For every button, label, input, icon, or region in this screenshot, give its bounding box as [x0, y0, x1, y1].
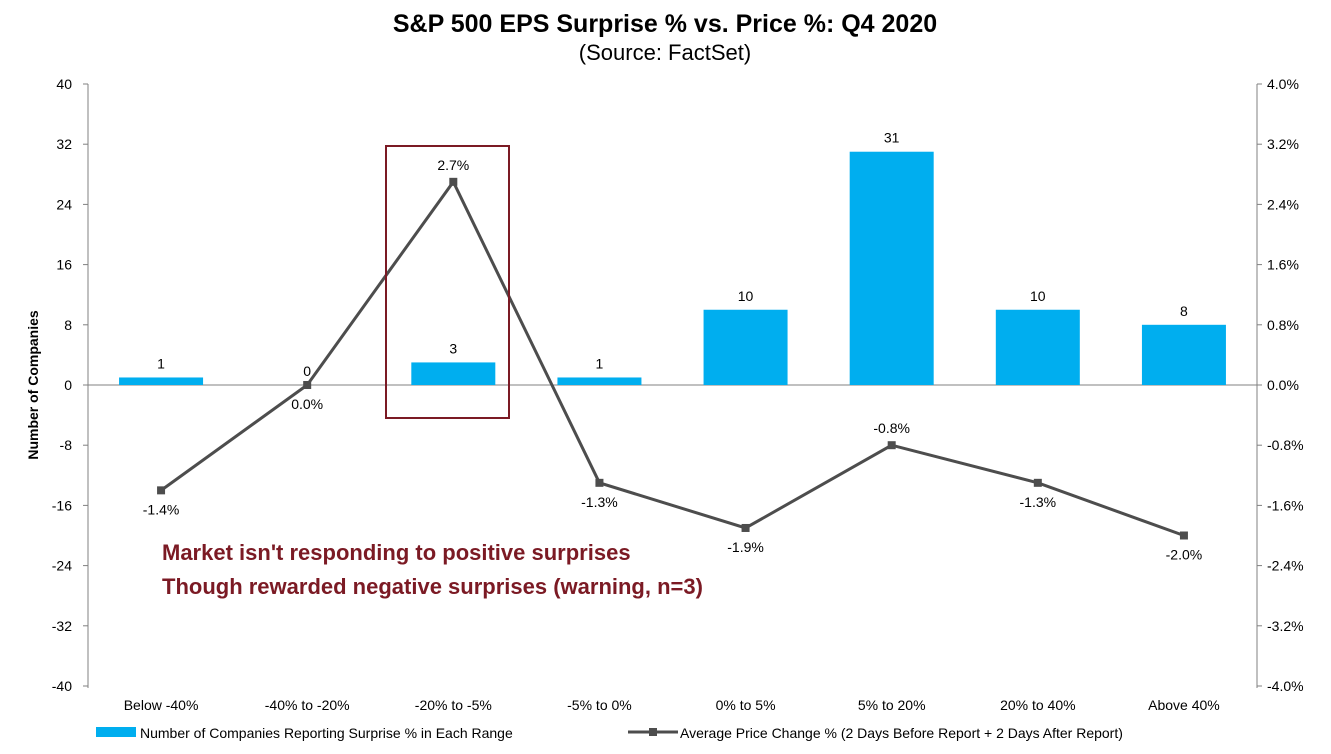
- category-label: 20% to 40%: [1000, 697, 1076, 713]
- category-label: -20% to -5%: [415, 697, 492, 713]
- right-tick-label: -3.2%: [1267, 618, 1304, 634]
- left-tick-label: 32: [56, 136, 72, 152]
- legend-bar-swatch: [96, 727, 136, 737]
- left-tick-label: -40: [52, 678, 72, 694]
- bar: [849, 151, 934, 385]
- bar-data-label: 1: [596, 355, 604, 371]
- legend-line-label: Average Price Change % (2 Days Before Re…: [680, 725, 1123, 741]
- left-tick-label: 0: [64, 377, 72, 393]
- right-tick-label: -0.8%: [1267, 437, 1304, 453]
- left-tick-label: -16: [52, 497, 72, 513]
- bar-data-label: 10: [738, 288, 754, 304]
- bar: [1141, 324, 1226, 385]
- left-tick-label: -8: [60, 437, 73, 453]
- line-data-label: -1.9%: [727, 539, 764, 555]
- left-tick-label: 16: [56, 257, 72, 273]
- category-label: 0% to 5%: [716, 697, 776, 713]
- legend: Number of Companies Reporting Surprise %…: [96, 725, 1123, 741]
- line-data-label: -1.3%: [581, 494, 618, 510]
- left-tick-label: -32: [52, 618, 72, 634]
- right-tick-label: 4.0%: [1267, 76, 1299, 92]
- right-tick-label: -2.4%: [1267, 558, 1304, 574]
- right-tick-label: 2.4%: [1267, 196, 1299, 212]
- left-tick-label: 24: [56, 196, 72, 212]
- price-change-line: [160, 178, 1185, 537]
- right-tick-label: 0.0%: [1267, 377, 1299, 393]
- line-data-label: 2.7%: [437, 157, 469, 173]
- line-marker: [157, 486, 166, 495]
- line-marker: [595, 478, 604, 487]
- category-label: -40% to -20%: [265, 697, 350, 713]
- line-marker: [449, 177, 458, 186]
- left-tick-label: -24: [52, 558, 72, 574]
- bar: [119, 377, 204, 385]
- left-tick-label: 40: [56, 76, 72, 92]
- bar-data-label: 10: [1030, 288, 1046, 304]
- legend-line-marker: [649, 728, 657, 736]
- bar-data-label: 3: [449, 340, 457, 356]
- line-marker: [1179, 531, 1188, 540]
- y-axis-label: Number of Companies: [25, 310, 41, 460]
- right-tick-label: 0.8%: [1267, 317, 1299, 333]
- left-tick-label: 8: [64, 317, 72, 333]
- highlight-box: [385, 145, 510, 419]
- line-marker: [303, 381, 312, 389]
- legend-bar-label: Number of Companies Reporting Surprise %…: [140, 725, 513, 741]
- line-series: -1.4% 0.0% 2.7% -1.3% -1.9% -0.8% -1.3% -2.0%: [143, 157, 1202, 563]
- right-tick-label: 3.2%: [1267, 136, 1299, 152]
- line-marker: [741, 523, 750, 532]
- annotation-line-1: Market isn't responding to positive surp…: [162, 540, 631, 565]
- category-label: 5% to 20%: [858, 697, 926, 713]
- category-label: Below -40%: [124, 697, 199, 713]
- bar-data-label: 1: [157, 355, 165, 371]
- bar: [703, 309, 788, 385]
- chart-subtitle: (Source: FactSet): [579, 40, 751, 65]
- category-labels: Below -40% -40% to -20% -20% to -5% -5% to …: [124, 697, 1220, 713]
- category-label: Above 40%: [1148, 697, 1220, 713]
- bar: [411, 362, 496, 385]
- right-tick-label: 1.6%: [1267, 257, 1299, 273]
- right-axis: 4.0% 3.2% 2.4% 1.6% 0.8% 0.0% -0.8% -1.6% -2.4% -…: [1256, 76, 1304, 694]
- bar: [995, 309, 1080, 385]
- bar-data-label: 8: [1180, 303, 1188, 319]
- line-data-label: -1.3%: [1020, 494, 1057, 510]
- bar: [557, 377, 642, 385]
- line-data-label: -0.8%: [873, 420, 910, 436]
- category-label: -5% to 0%: [567, 697, 632, 713]
- line-data-label: -2.0%: [1166, 547, 1203, 563]
- line-marker: [887, 441, 896, 450]
- line-data-label: 0.0%: [291, 396, 323, 412]
- right-tick-label: -4.0%: [1267, 678, 1304, 694]
- bar-data-label: 31: [884, 130, 900, 146]
- chart-title: S&P 500 EPS Surprise % vs. Price %: Q4 2…: [393, 10, 937, 38]
- right-tick-label: -1.6%: [1267, 497, 1304, 513]
- annotation-line-2: Though rewarded negative surprises (warn…: [162, 574, 703, 599]
- bar-data-label: 0: [303, 363, 311, 379]
- line-data-label: -1.4%: [143, 501, 180, 517]
- line-marker: [1033, 478, 1042, 487]
